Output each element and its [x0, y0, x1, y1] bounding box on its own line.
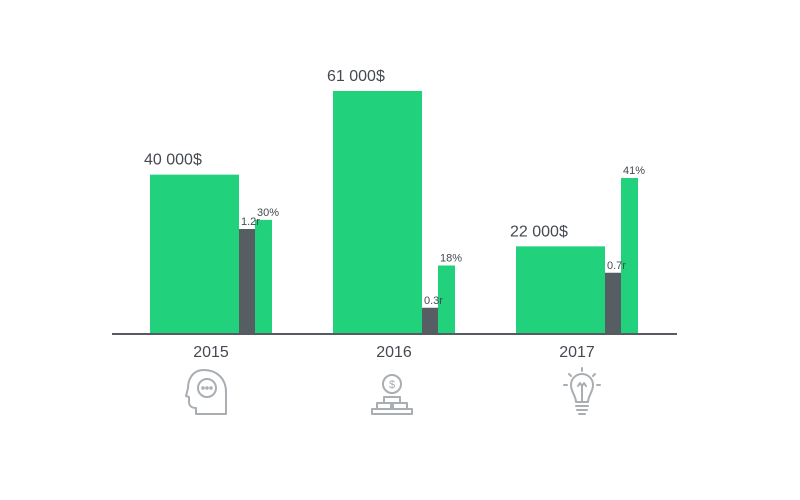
bars-layer: [150, 91, 638, 334]
head-thought-icon: [185, 369, 227, 415]
bar-percent-2017: [621, 178, 638, 334]
bar-revenue-2017: [516, 246, 605, 334]
data-label-percent-2016: 18%: [440, 253, 462, 265]
bar-ratio-2015: [239, 229, 255, 334]
data-label-ratio-2016: 0.3r: [424, 295, 443, 307]
data-label-percent-2017: 41%: [623, 165, 645, 177]
data-label-revenue-2016: 61 000$: [327, 68, 385, 85]
data-label-revenue-2017: 22 000$: [510, 223, 568, 240]
data-label-percent-2015: 30%: [257, 207, 279, 219]
dollar-coin-stack-icon: $: [371, 374, 413, 415]
bar-percent-2015: [255, 219, 272, 334]
bar-ratio-2016: [422, 307, 438, 334]
data-label-ratio-2015: 1.2r: [241, 216, 260, 228]
bar-revenue-2015: [150, 174, 239, 334]
data-label-ratio-2017: 0.7r: [607, 260, 626, 272]
x-tick-labels-layer: 2015 2016 2017: [193, 344, 595, 361]
x-tick-label-2017: 2017: [559, 344, 595, 361]
data-label-revenue-2015: 40 000$: [144, 152, 202, 169]
bar-ratio-2017: [605, 272, 621, 334]
x-tick-label-2015: 2015: [193, 344, 229, 361]
bar-percent-2016: [438, 265, 455, 334]
lightbulb-icon: [563, 367, 601, 415]
bar-revenue-2016: [333, 91, 422, 334]
svg-text:$: $: [389, 379, 395, 391]
x-tick-label-2016: 2016: [376, 344, 412, 361]
